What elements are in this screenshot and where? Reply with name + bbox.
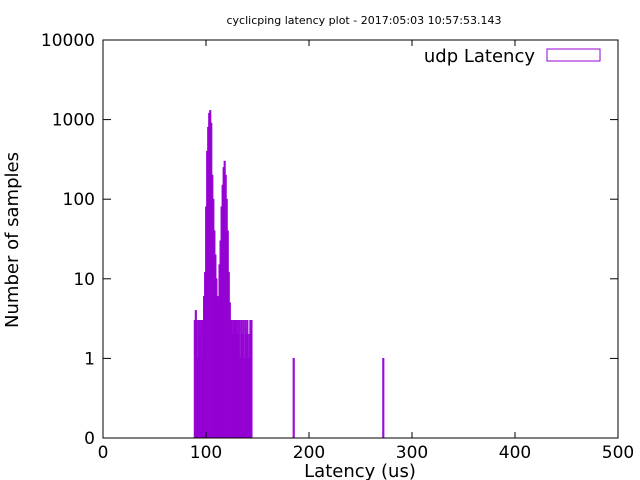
bar <box>292 357 295 439</box>
y-tick-label: 10 <box>73 270 95 290</box>
x-tick-label: 200 <box>293 443 325 463</box>
bar <box>382 357 385 439</box>
x-tick-label: 400 <box>499 443 531 463</box>
y-tick-label: 1000 <box>52 111 95 131</box>
y-axis-label: Number of samples <box>2 152 23 328</box>
y-tick-label: 1 <box>84 349 95 369</box>
bars-group <box>193 110 385 439</box>
x-tick-label: 100 <box>190 443 222 463</box>
y-axis: 0 1 10 100 1000 10000 <box>41 31 618 449</box>
x-tick-label: 500 <box>602 443 634 463</box>
x-axis: 0 100 200 300 400 500 <box>98 40 634 463</box>
x-tick-label: 300 <box>396 443 428 463</box>
bar <box>250 320 253 439</box>
chart-title: cyclicping latency plot - 2017:05:03 10:… <box>227 14 502 27</box>
y-tick-label: 100 <box>63 190 95 210</box>
y-tick-label: 0 <box>84 429 95 449</box>
x-tick-label: 0 <box>98 443 109 463</box>
x-axis-label: Latency (us) <box>304 461 416 480</box>
plot-area-border <box>102 39 619 439</box>
legend-label: udp Latency <box>424 46 535 67</box>
y-tick-label: 10000 <box>41 31 95 51</box>
legend-swatch <box>546 48 601 62</box>
